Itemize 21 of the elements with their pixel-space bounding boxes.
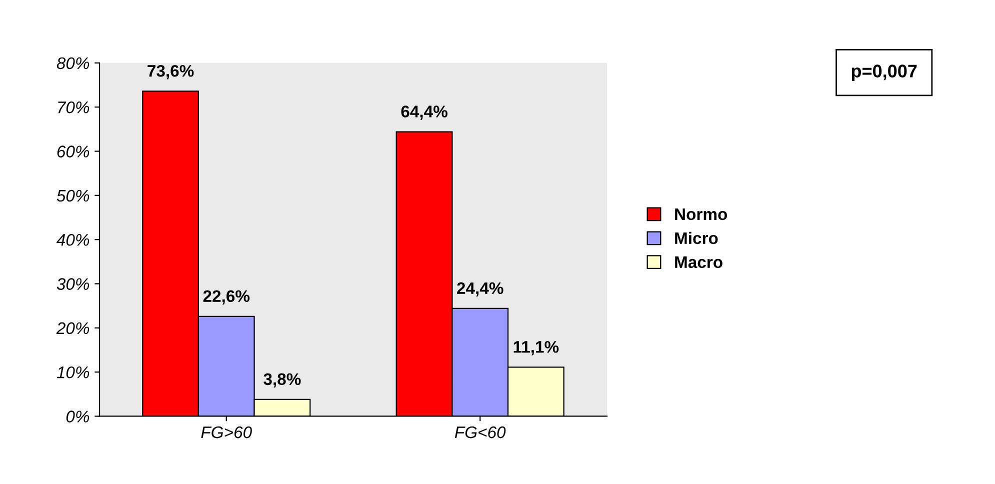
data-label: 73,6% xyxy=(148,64,194,80)
y-tick-label: 40% xyxy=(56,234,90,246)
y-tick-label: 50% xyxy=(56,190,90,202)
y-tick-label: 10% xyxy=(56,366,90,378)
legend-label: Macro xyxy=(675,256,722,268)
y-tick-label: 30% xyxy=(56,278,90,290)
y-tick-label: 0% xyxy=(66,410,90,422)
x-tick-label: FG<60 xyxy=(454,426,506,438)
text: p=0,007 xyxy=(852,64,917,82)
y-tick-label: 60% xyxy=(57,146,90,158)
data-label: 22,6% xyxy=(203,290,250,304)
data-label: 64,4% xyxy=(401,106,448,120)
y-tick-label: 20% xyxy=(56,322,90,334)
x-tick-label: FG>60 xyxy=(201,426,252,438)
y-tick-label: 70% xyxy=(58,101,90,114)
legend-label: Normo xyxy=(675,208,728,220)
data-label: 11,1% xyxy=(514,341,559,356)
y-tick-label: 80% xyxy=(56,57,90,70)
data-label: 24,4% xyxy=(457,282,504,296)
data-label: 3,8% xyxy=(264,373,301,388)
legend-label: Micro xyxy=(675,232,718,244)
